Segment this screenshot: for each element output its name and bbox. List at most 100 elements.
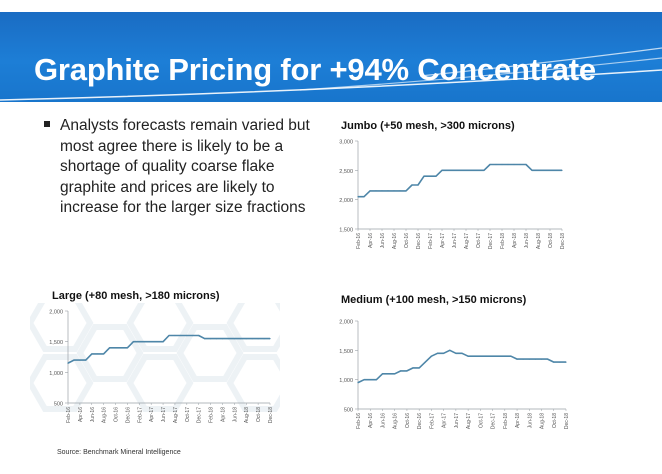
data-point [549,169,551,171]
data-point [561,169,563,171]
data-point [108,347,111,349]
hexagon-shape [30,354,94,412]
data-point [491,355,494,357]
data-point [393,190,395,192]
data-point [192,334,194,337]
x-tick-label: Apr-18 [220,407,226,422]
data-point [156,341,158,343]
data-point [399,190,401,192]
page-title: Graphite Pricing for +94% Concentrate [34,52,596,87]
x-tick-label: Oct-16 [404,233,410,248]
data-point [531,169,533,171]
x-tick-label: Aug-17 [464,233,470,249]
bullet-point: Analysts forecasts remain varied but mos… [44,116,314,219]
data-point [441,169,443,171]
data-point [412,367,414,369]
data-point [97,353,99,355]
medium-chart-title: Medium (+100 mesh, >150 microns) [341,294,527,306]
data-point [387,373,390,375]
data-point [363,379,365,381]
data-point [565,361,567,363]
data-point [455,352,457,354]
data-point [209,338,212,340]
data-point [522,358,524,360]
data-point [357,196,359,198]
data-point [525,163,527,166]
x-tick-label: Aug-16 [102,407,108,423]
data-point [251,338,253,340]
data-point [406,370,408,372]
x-tick-label: Aug-18 [536,233,542,249]
data-point [394,373,396,375]
x-tick-label: Apr-16 [78,407,84,422]
x-tick-label: Aug-17 [466,413,472,429]
x-tick-label: Jun-17 [452,233,458,249]
x-tick-label: Apr-18 [515,413,521,428]
data-point [245,338,247,340]
data-point [357,382,359,384]
x-tick-label: Feb-18 [209,407,215,423]
bullet-square-icon [44,121,50,127]
data-point [387,190,389,192]
x-tick-label: Jun-18 [527,413,533,429]
data-point [443,352,445,354]
x-tick-label: Apr-17 [149,407,155,422]
x-tick-label: Oct-16 [405,413,411,428]
data-point [461,352,463,354]
x-tick-label: Dec-18 [564,413,570,429]
x-tick-label: Dec-17 [197,407,203,423]
x-tick-label: Oct-17 [476,233,482,248]
data-point [495,163,497,166]
x-tick-label: Feb-16 [356,413,362,429]
y-tick-label: 2,000 [49,310,63,316]
data-point [465,169,467,171]
x-tick-label: Jun-16 [380,413,386,429]
y-tick-label: 2,000 [339,320,353,326]
data-point [540,358,543,360]
data-point [559,361,561,363]
data-point [381,373,384,375]
data-point [381,190,383,192]
data-point [477,169,479,171]
x-tick-label: Feb-17 [429,413,435,429]
data-point [436,352,439,354]
data-point [513,163,515,166]
x-tick-label: Apr-17 [442,413,448,428]
data-point [543,169,545,171]
x-tick-label: Jun-16 [90,407,96,423]
data-point [516,358,518,360]
y-tick-label: 2,000 [339,198,353,204]
y-tick-label: 1,500 [339,228,353,234]
data-point [528,358,530,360]
data-point [132,341,134,343]
jumbo-chart-title: Jumbo (+50 mesh, >300 microns) [341,120,515,132]
x-tick-label: Dec-18 [268,407,274,423]
x-tick-label: Jun-18 [232,407,238,423]
data-point [85,359,87,361]
data-point [180,334,182,337]
data-point [79,359,81,361]
data-point [417,184,419,186]
data-point [418,367,420,369]
data-point [103,353,105,355]
hexagon-shape [126,303,194,352]
data-point [537,169,539,171]
data-point [507,163,509,166]
data-point [369,190,371,192]
x-tick-label: Dec-17 [488,233,494,249]
medium-price-chart: 500 1,000 1,500 2,000 Feb-16 Apr-16 Jun-16 Aug-… [339,320,570,430]
data-point [269,338,271,340]
x-tick-label: Apr-16 [368,413,374,428]
x-tick-label: Apr-16 [368,233,374,248]
x-tick-label: Feb-17 [137,407,143,423]
data-point [162,341,164,343]
data-point [120,347,123,349]
data-point [126,347,129,349]
data-point [501,163,503,166]
data-point [510,355,512,357]
data-point [483,169,485,171]
x-tick-label: Oct-17 [185,407,191,422]
x-tick-label: Apr-18 [512,233,518,248]
x-tick-label: Aug-18 [244,407,250,423]
